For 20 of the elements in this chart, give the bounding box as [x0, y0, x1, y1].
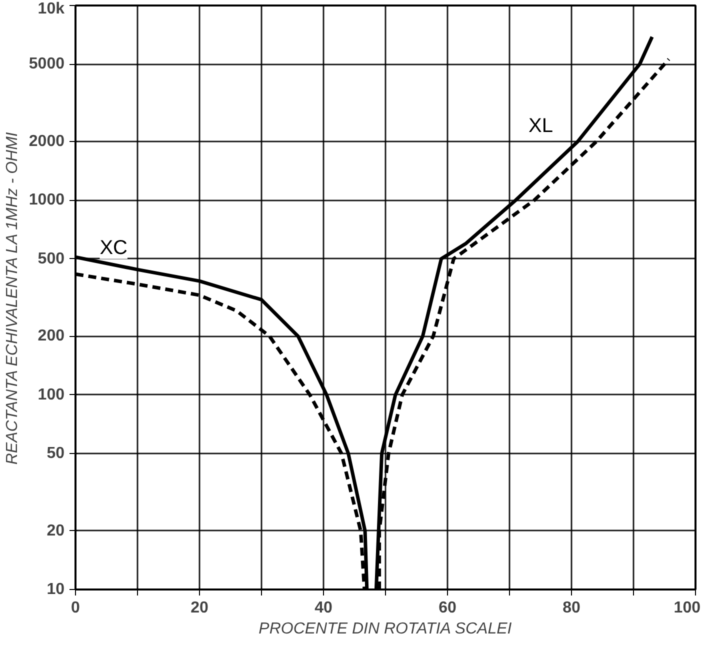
y-tick-label: 10k [38, 0, 65, 18]
x-tick-label: 40 [314, 600, 332, 616]
y-tick-label: 10 [46, 581, 65, 598]
y-tick-label: 2000 [28, 133, 65, 150]
y-tick-label: 100 [38, 386, 65, 404]
y-tick-label: 1000 [28, 192, 65, 209]
x-tick-label: 20 [190, 600, 208, 616]
y-tick-label: 200 [38, 328, 65, 345]
y-tick-label: 500 [38, 250, 65, 268]
x-axis-title: PROCENTE DIN ROTATIA SCALEI [258, 620, 512, 638]
x-tick-label: 80 [562, 600, 580, 616]
y-axis-title: REACTANTA ECHIVALENTA LA 1MHz - OHMI [4, 132, 21, 465]
x-tick-label: 60 [438, 600, 456, 616]
x-tick-label: 100 [674, 600, 701, 616]
annotation: XL [528, 115, 553, 138]
y-tick-label: 50 [46, 444, 65, 462]
y-tick-label: 20 [46, 522, 65, 540]
x-tick-label: 0 [71, 600, 80, 616]
annotation: XC [100, 236, 128, 259]
y-tick-label: 5000 [28, 56, 65, 73]
